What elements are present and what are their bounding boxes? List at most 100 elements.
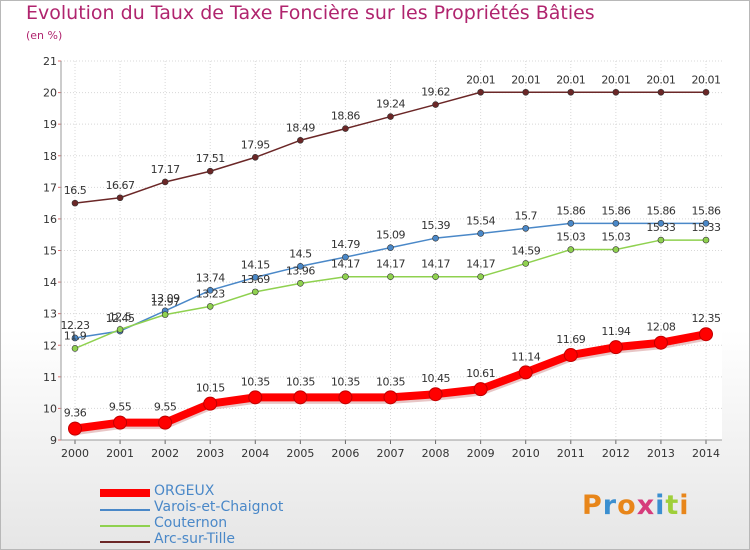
- data-label-varois-et-chaignot: 15.39: [421, 219, 450, 232]
- data-point-couternon: [116, 326, 124, 333]
- y-tick-label: 19: [43, 118, 57, 131]
- data-label-orgeux: 10.35: [331, 375, 360, 388]
- data-label-couternon: 11.9: [64, 329, 87, 342]
- x-tick-label: 2005: [286, 447, 314, 460]
- y-tick-label: 17: [43, 181, 57, 194]
- data-point-orgeux: [563, 348, 578, 363]
- legend-label-varois: Varois-et-Chaignot: [154, 499, 284, 515]
- data-label-varois-et-chaignot: 15.54: [466, 214, 495, 227]
- data-label-couternon: 13.69: [241, 273, 270, 286]
- x-tick-label: 2011: [557, 447, 585, 460]
- data-label-couternon: 13.23: [196, 287, 225, 300]
- data-point-orgeux: [383, 390, 398, 405]
- data-point-arc-sur-tille: [387, 113, 394, 120]
- data-label-orgeux: 10.61: [466, 367, 495, 380]
- y-tick-label: 11: [43, 371, 57, 384]
- data-label-arc-sur-tille: 16.67: [106, 179, 135, 192]
- data-point-couternon: [657, 236, 665, 244]
- logo-letter: P: [582, 490, 603, 521]
- data-label-arc-sur-tille: 18.86: [331, 110, 360, 123]
- data-label-arc-sur-tille: 17.51: [196, 152, 225, 165]
- data-point-arc-sur-tille: [432, 101, 439, 108]
- data-point-varois-et-chaignot: [251, 274, 259, 281]
- y-tick-label: 15: [43, 245, 57, 258]
- data-point-orgeux: [203, 396, 218, 411]
- data-label-couternon: 14.17: [331, 258, 360, 271]
- legend-swatch-couternon: [100, 525, 150, 527]
- x-tick-label: 2010: [512, 447, 540, 460]
- y-tick-label: 16: [43, 213, 57, 226]
- data-label-orgeux: 12.08: [646, 321, 675, 334]
- data-point-couternon: [522, 260, 530, 267]
- data-label-arc-sur-tille: 18.49: [286, 121, 315, 134]
- data-label-varois-et-chaignot: 15.86: [692, 204, 721, 217]
- data-label-orgeux: 12.35: [692, 312, 721, 325]
- y-tick-label: 12: [43, 339, 57, 352]
- data-label-orgeux: 11.14: [511, 350, 540, 363]
- data-label-couternon: 13.96: [286, 264, 315, 277]
- data-point-orgeux: [699, 327, 713, 342]
- y-tick-label: 13: [43, 308, 57, 321]
- proxiti-logo: Proxiti: [582, 490, 690, 521]
- data-label-couternon: 14.59: [511, 244, 540, 257]
- data-label-couternon: 14.17: [376, 258, 405, 271]
- x-tick-label: 2007: [377, 447, 405, 460]
- data-label-couternon: 14.17: [466, 258, 495, 271]
- data-point-orgeux: [113, 415, 128, 430]
- data-point-arc-sur-tille: [522, 88, 530, 96]
- y-tick-label: 20: [43, 87, 57, 100]
- x-tick-label: 2002: [151, 447, 179, 460]
- data-label-arc-sur-tille: 19.62: [421, 86, 450, 99]
- x-tick-label: 2000: [61, 447, 89, 460]
- x-tick-label: 2008: [422, 447, 450, 460]
- data-label-varois-et-chaignot: 15.7: [514, 209, 537, 222]
- data-point-orgeux: [518, 365, 533, 380]
- data-label-orgeux: 9.55: [109, 401, 132, 414]
- data-label-varois-et-chaignot: 15.86: [601, 204, 630, 217]
- data-point-couternon: [342, 273, 349, 281]
- data-label-varois-et-chaignot: 15.09: [376, 229, 405, 242]
- data-point-couternon: [432, 273, 439, 281]
- data-point-orgeux: [68, 421, 82, 436]
- data-label-couternon: 15.03: [601, 231, 630, 244]
- data-point-arc-sur-tille: [297, 136, 304, 144]
- data-label-couternon: 15.33: [646, 221, 675, 234]
- data-label-couternon: 15.33: [692, 221, 721, 234]
- data-point-arc-sur-tille: [251, 154, 259, 161]
- logo-letter: t: [665, 490, 680, 521]
- data-label-orgeux: 10.45: [421, 372, 450, 385]
- data-point-couternon: [477, 273, 484, 281]
- data-label-orgeux: 11.69: [556, 333, 585, 346]
- y-tick-label: 9: [50, 434, 57, 447]
- data-point-orgeux: [608, 340, 623, 355]
- x-tick-label: 2013: [647, 447, 675, 460]
- data-point-arc-sur-tille: [342, 125, 349, 132]
- data-label-varois-et-chaignot: 14.5: [289, 247, 312, 260]
- data-point-arc-sur-tille: [206, 167, 214, 175]
- data-point-varois-et-chaignot: [477, 230, 484, 237]
- legend-label-arc: Arc-sur-Tille: [154, 531, 235, 547]
- data-point-orgeux: [158, 415, 173, 430]
- chart-title: Evolution du Taux de Taxe Foncière sur l…: [26, 2, 595, 24]
- data-point-orgeux: [293, 390, 308, 405]
- data-label-arc-sur-tille: 17.95: [241, 138, 270, 151]
- data-label-arc-sur-tille: 16.5: [64, 184, 87, 197]
- logo-letter: i: [655, 490, 666, 521]
- data-point-varois-et-chaignot: [432, 234, 439, 242]
- data-label-varois-et-chaignot: 13.09: [151, 292, 180, 305]
- data-label-orgeux: 9.55: [154, 401, 177, 414]
- logo-letter: o: [617, 490, 637, 521]
- data-point-orgeux: [653, 335, 668, 350]
- data-point-arc-sur-tille: [71, 199, 79, 207]
- data-point-orgeux: [248, 390, 263, 405]
- x-tick-label: 2001: [106, 447, 134, 460]
- x-tick-label: 2006: [331, 447, 359, 460]
- data-label-orgeux: 9.36: [64, 407, 87, 420]
- data-point-varois-et-chaignot: [387, 244, 394, 251]
- logo-letter: i: [679, 490, 690, 521]
- data-label-varois-et-chaignot: 12.45: [106, 312, 135, 325]
- data-label-arc-sur-tille: 20.01: [646, 73, 675, 86]
- data-point-couternon: [161, 311, 169, 318]
- data-label-varois-et-chaignot: 13.74: [196, 271, 225, 284]
- data-point-varois-et-chaignot: [567, 220, 575, 227]
